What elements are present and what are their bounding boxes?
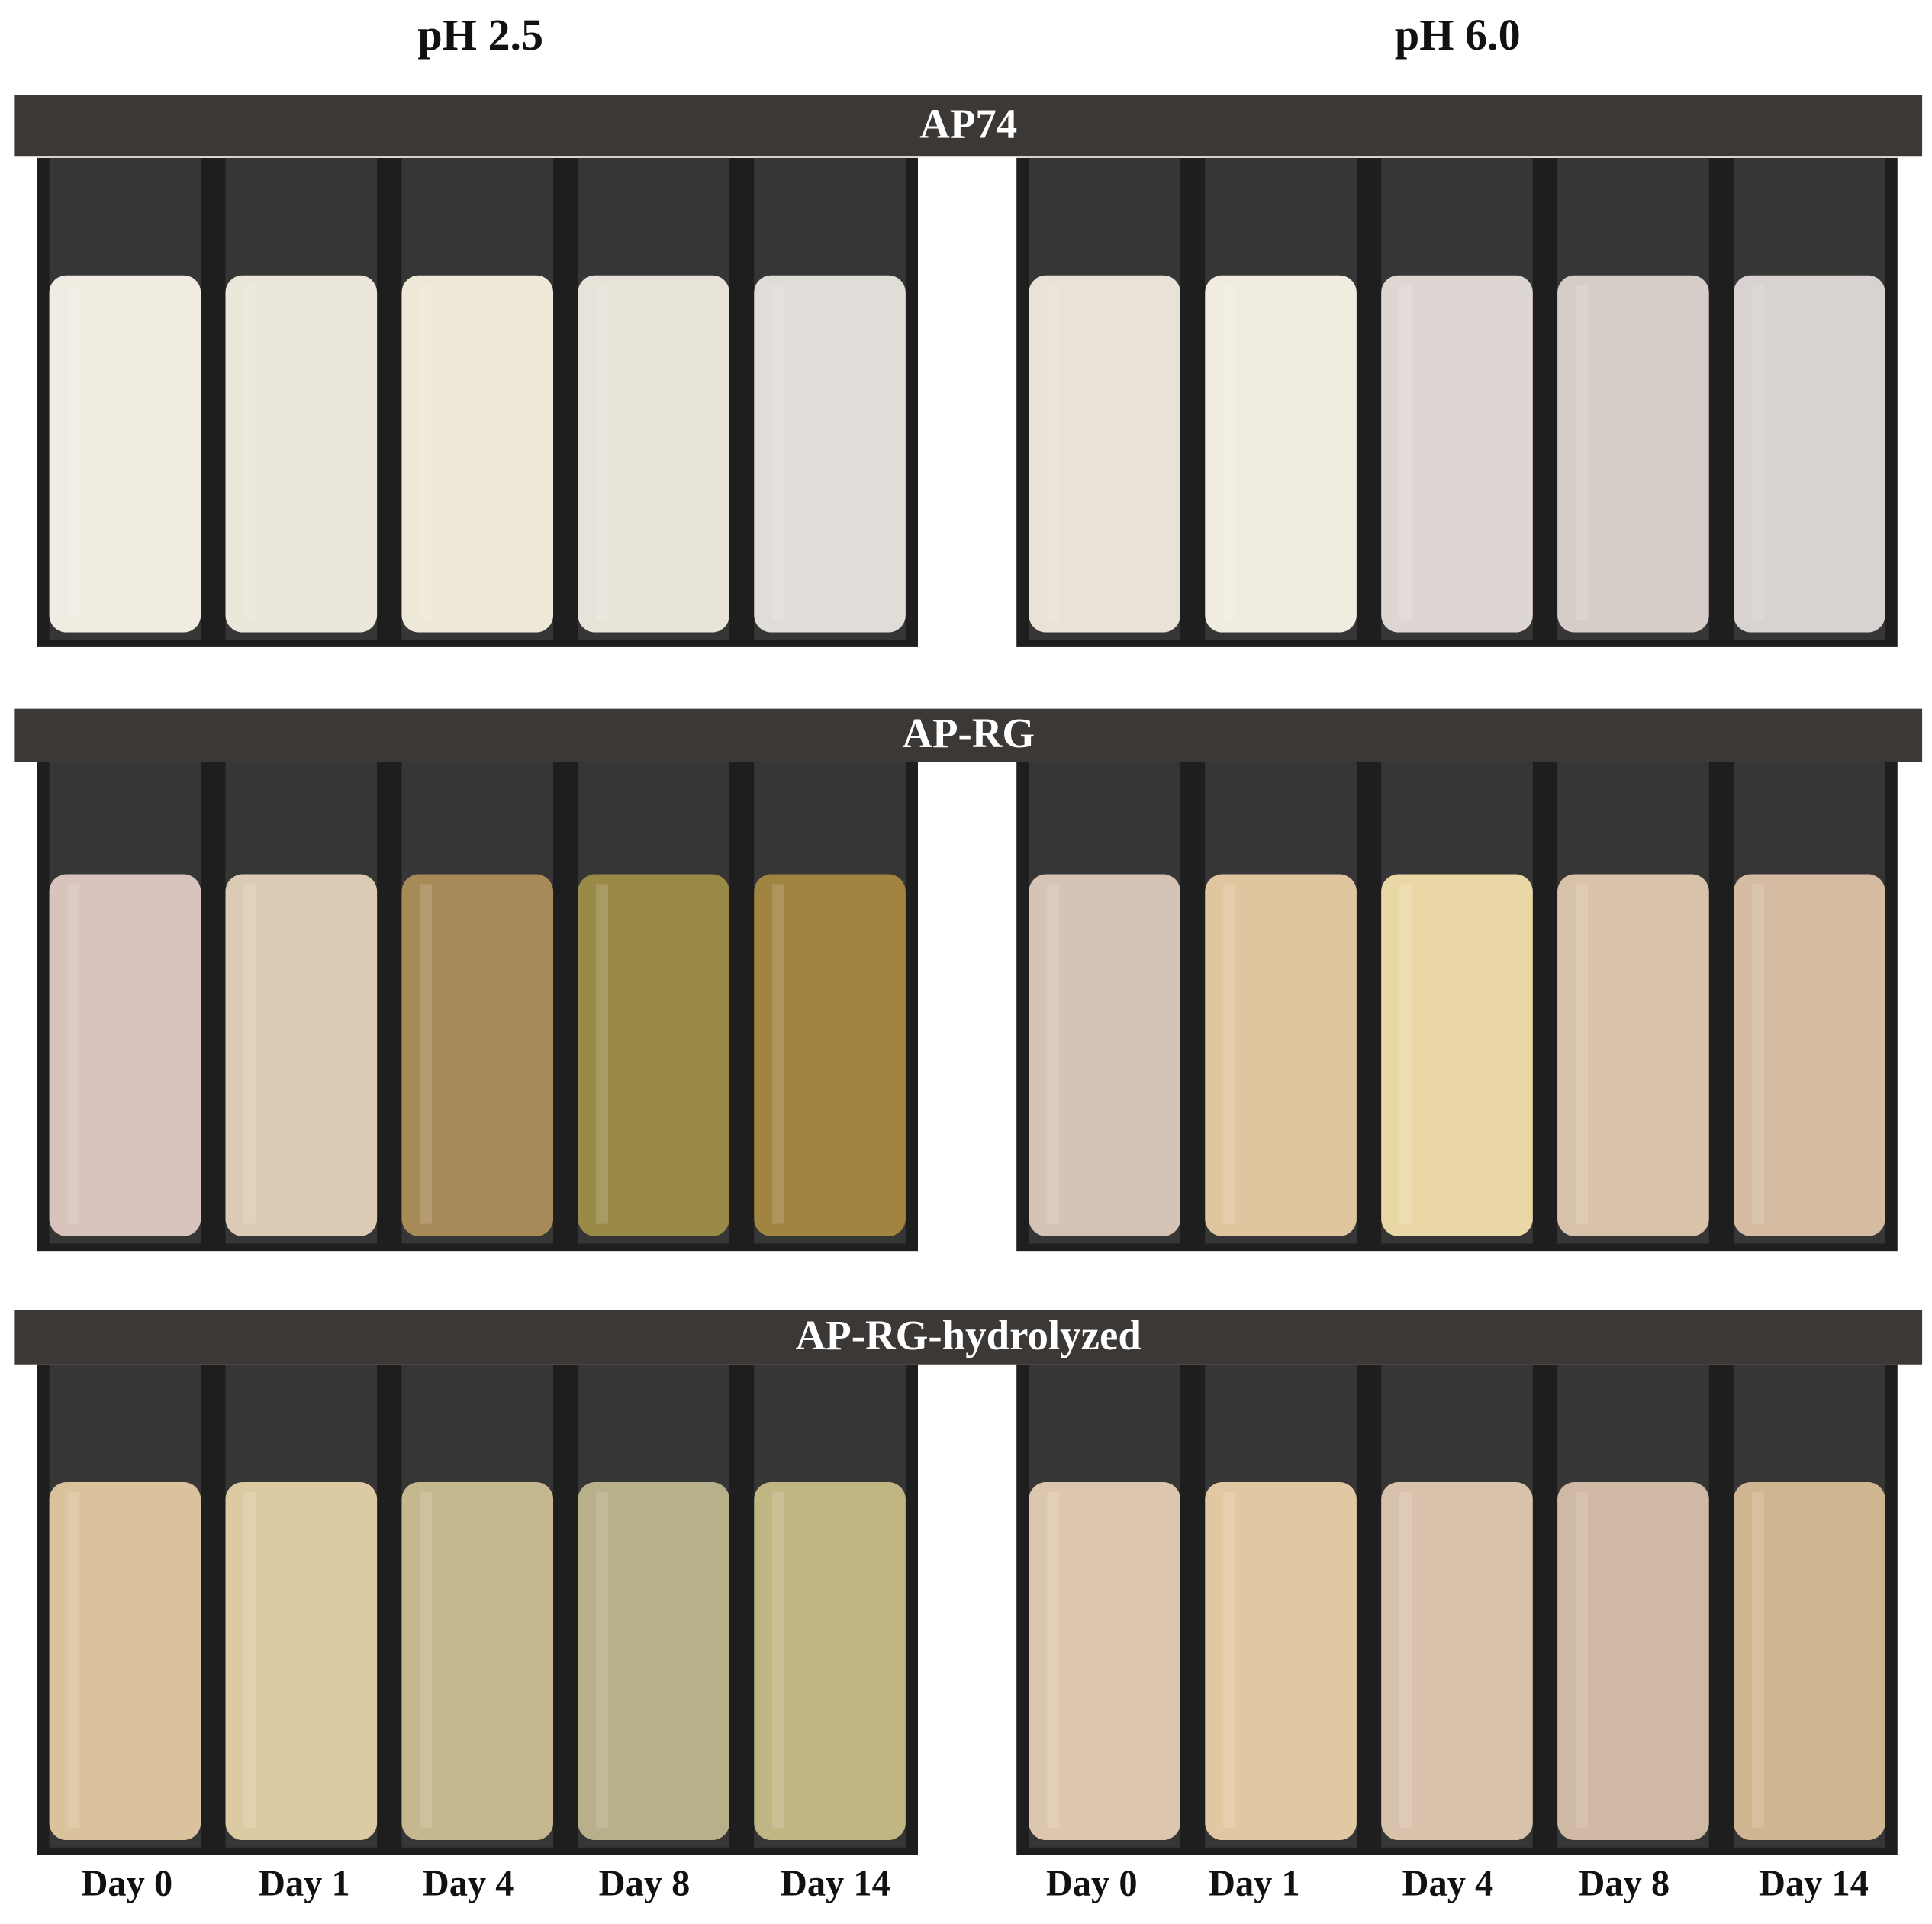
tube-liquid (1381, 275, 1533, 633)
tube-highlight (1223, 285, 1235, 620)
tube-highlight (1399, 884, 1412, 1224)
tube-liquid (1205, 1481, 1357, 1841)
tube-highlight (1223, 884, 1235, 1224)
tube-liquid (225, 1481, 378, 1841)
tube-liquid (1029, 275, 1180, 633)
tube-liquid (225, 874, 378, 1236)
tube-liquid (401, 874, 554, 1236)
tube-highlight (67, 1491, 80, 1828)
tube-highlight (1047, 1491, 1060, 1828)
tube-highlight (1223, 1491, 1235, 1828)
tube-liquid (754, 874, 906, 1236)
tube-liquid (1205, 275, 1357, 633)
tube-liquid (1029, 874, 1180, 1236)
row-label: AP74 (919, 101, 1017, 147)
tube-liquid (401, 275, 554, 633)
tube-highlight (420, 1491, 433, 1828)
tube-highlight (1751, 884, 1764, 1224)
tube-highlight (1575, 285, 1588, 620)
day-label: Day 8 (599, 1864, 691, 1904)
day-label: Day 4 (423, 1864, 514, 1904)
tube-highlight (1399, 1491, 1412, 1828)
tube-liquid (49, 1481, 201, 1841)
tube-liquid (1557, 275, 1709, 633)
tube-liquid (401, 1481, 554, 1841)
tube-liquid (225, 275, 378, 633)
tube-liquid (578, 874, 729, 1236)
tube-highlight (1751, 1491, 1764, 1828)
tube-highlight (596, 884, 609, 1224)
row-bar (14, 95, 1923, 157)
tube-highlight (772, 285, 784, 620)
tube-liquid (1381, 1481, 1533, 1841)
day-label: Day 14 (1759, 1864, 1869, 1904)
tube-liquid (1734, 874, 1885, 1236)
row-label: AP-RG-hydrolyzed (796, 1312, 1141, 1358)
tube-highlight (243, 884, 256, 1224)
column-header: pH 2.5 (417, 10, 543, 60)
tube-liquid (1557, 874, 1709, 1236)
tube-liquid (1205, 874, 1357, 1236)
tube-liquid (49, 874, 201, 1236)
tube-highlight (596, 285, 609, 620)
tube-highlight (1047, 884, 1060, 1224)
tube-highlight (1575, 1491, 1588, 1828)
tube-highlight (67, 884, 80, 1224)
tube-liquid (1734, 1481, 1885, 1841)
day-label: Day 4 (1402, 1864, 1494, 1904)
tube-highlight (1399, 285, 1412, 620)
day-label: Day 0 (81, 1864, 172, 1904)
day-label: Day 14 (781, 1864, 890, 1904)
tube-highlight (243, 1491, 256, 1828)
tube-highlight (1751, 285, 1764, 620)
tube-highlight (67, 285, 80, 620)
tube-highlight (772, 884, 784, 1224)
tube-highlight (1047, 285, 1060, 620)
tube-liquid (1029, 1481, 1180, 1841)
row-bar (14, 1310, 1923, 1365)
tube-highlight (420, 285, 433, 620)
column-header: pH 6.0 (1395, 10, 1521, 60)
tube-liquid (1557, 1481, 1709, 1841)
tube-highlight (420, 884, 433, 1224)
day-label: Day 1 (1209, 1864, 1300, 1904)
day-label: Day 0 (1046, 1864, 1138, 1904)
tube-liquid (49, 275, 201, 633)
tube-highlight (596, 1491, 609, 1828)
day-label: Day 1 (259, 1864, 350, 1904)
tube-liquid (1381, 874, 1533, 1236)
row-label: AP-RG (902, 710, 1035, 756)
tube-liquid (754, 275, 906, 633)
tube-liquid (578, 1481, 729, 1841)
day-label: Day 8 (1578, 1864, 1670, 1904)
row-bar (14, 708, 1923, 762)
tube-highlight (772, 1491, 784, 1828)
tube-highlight (1575, 884, 1588, 1224)
tube-highlight (243, 285, 256, 620)
tube-liquid (578, 275, 729, 633)
tube-liquid (1734, 275, 1885, 633)
tube-liquid (754, 1481, 906, 1841)
